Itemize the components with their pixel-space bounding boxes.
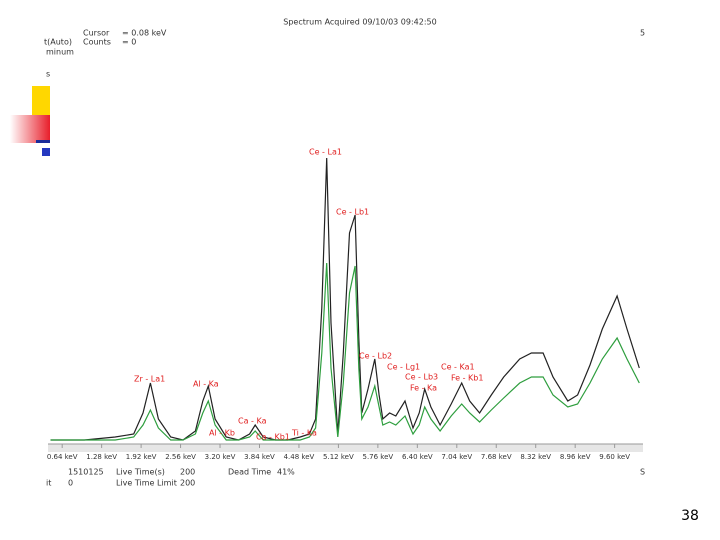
- x-tick-label: 1.92 keV: [126, 453, 157, 461]
- slide-number: 38: [681, 508, 699, 524]
- peak-label: Al - Kb: [209, 429, 235, 438]
- peak-label: Ca - Kb1: [256, 433, 290, 442]
- header-title: Spectrum Acquired 09/10/03 09:42:50: [283, 18, 436, 27]
- peak-label: Fe - Kb1: [451, 374, 483, 383]
- x-tick-label: 5.12 keV: [323, 453, 354, 461]
- limit-zero: 0: [68, 479, 73, 488]
- peak-label: Ce - Lb3: [405, 373, 438, 382]
- x-tick-label: 2.56 keV: [165, 453, 196, 461]
- x-tick-label: 8.32 keV: [520, 453, 551, 461]
- footer-right: S: [640, 468, 645, 477]
- x-tick-label: 3.20 keV: [205, 453, 236, 461]
- limit-label: Live Time Limit: [116, 479, 177, 488]
- peak-label: Ca - Ka: [238, 417, 267, 426]
- cursor-value: = 0.08 keV: [122, 29, 167, 38]
- x-tick-label: 8.96 keV: [560, 453, 591, 461]
- right-mark: 5: [640, 29, 645, 38]
- x-tick-label: 6.40 keV: [402, 453, 433, 461]
- peak-label: Ce - Lb2: [359, 352, 392, 361]
- axis-band: [48, 444, 643, 452]
- peak-label: Ce - La1: [309, 148, 342, 157]
- mode: t(Auto): [44, 38, 72, 47]
- x-tick-label: 5.76 keV: [363, 453, 394, 461]
- deco-red: [10, 115, 50, 143]
- spectrum-line: [50, 262, 640, 441]
- peak-label: Al - Ka: [193, 380, 219, 389]
- minimum: minum: [46, 48, 74, 57]
- limit-prefix: it: [46, 479, 51, 488]
- footer-id: 1510125: [68, 468, 104, 477]
- live-time: 200: [180, 468, 195, 477]
- x-tick-label: 0.64 keV: [47, 453, 78, 461]
- deco-yellow: [32, 86, 50, 116]
- deco-blue-line: [36, 140, 50, 143]
- spectrum-line: [50, 157, 640, 441]
- cursor-label: Cursor: [83, 29, 110, 38]
- dead-time: 41%: [277, 468, 295, 477]
- peak-label: Fe - Ka: [410, 384, 437, 393]
- x-tick-label: 1.28 keV: [86, 453, 117, 461]
- side-s: s: [46, 70, 50, 79]
- x-tick-label: 9.60 keV: [599, 453, 630, 461]
- limit-value: 200: [180, 479, 195, 488]
- peak-label: Ce - Ka1: [441, 363, 475, 372]
- counts-label: Counts: [83, 38, 111, 47]
- x-tick-label: 7.04 keV: [441, 453, 472, 461]
- deco-blue-square: [42, 148, 50, 156]
- peak-label: Zr - La1: [134, 375, 165, 384]
- live-time-label: Live Time(s): [116, 468, 165, 477]
- x-tick-label: 3.84 keV: [244, 453, 275, 461]
- peak-label: Ce - Lb1: [336, 208, 369, 217]
- x-tick-label: 4.48 keV: [284, 453, 315, 461]
- counts-value: = 0: [122, 38, 136, 47]
- dead-time-label: Dead Time: [228, 468, 271, 477]
- peak-label: Ti - Ka: [291, 429, 317, 438]
- x-tick-label: 7.68 keV: [481, 453, 512, 461]
- peak-label: Ce - Lg1: [387, 363, 420, 372]
